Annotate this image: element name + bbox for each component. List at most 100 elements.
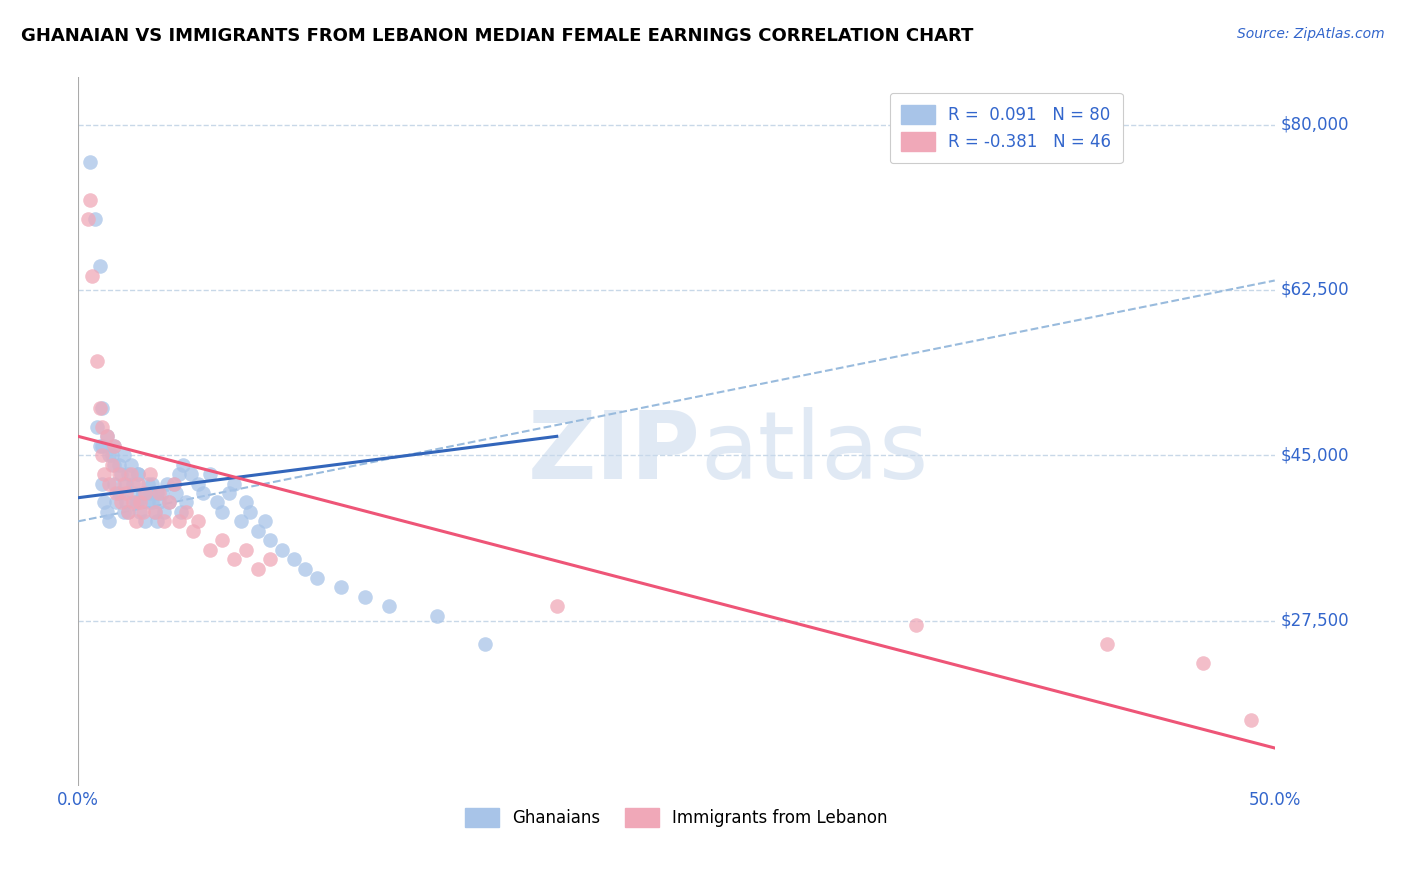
Point — [79, 193, 101, 207]
Point — [129, 505, 152, 519]
Point — [235, 495, 257, 509]
Point — [122, 495, 145, 509]
Point — [127, 467, 149, 482]
Point — [117, 467, 139, 482]
Point — [129, 495, 152, 509]
Point — [136, 476, 159, 491]
Point — [110, 467, 132, 482]
Point — [107, 486, 129, 500]
Point — [1192, 656, 1215, 670]
Point — [91, 448, 114, 462]
Point — [239, 505, 262, 519]
Point — [124, 514, 146, 528]
Point — [174, 495, 197, 509]
Point — [107, 467, 129, 482]
Point — [205, 495, 228, 509]
Point — [165, 486, 187, 500]
Point — [117, 505, 139, 519]
Point — [103, 458, 125, 472]
Point — [89, 401, 111, 415]
Point — [157, 495, 180, 509]
Point — [354, 590, 377, 604]
Text: atlas: atlas — [700, 407, 928, 499]
Point — [93, 495, 115, 509]
Point — [187, 514, 209, 528]
Point — [98, 448, 121, 462]
Point — [1240, 713, 1263, 727]
Point — [86, 353, 108, 368]
Point — [136, 495, 159, 509]
Point — [96, 505, 118, 519]
Point — [105, 495, 128, 509]
Point — [143, 505, 166, 519]
Point — [181, 524, 204, 538]
Point — [259, 552, 281, 566]
Point — [110, 495, 132, 509]
Point — [167, 514, 190, 528]
Point — [139, 486, 162, 500]
Point — [132, 505, 155, 519]
Point — [98, 514, 121, 528]
Text: $80,000: $80,000 — [1281, 116, 1350, 134]
Point — [100, 458, 122, 472]
Point — [112, 505, 135, 519]
Point — [330, 581, 353, 595]
Text: ZIP: ZIP — [527, 407, 700, 499]
Point — [91, 476, 114, 491]
Point — [103, 439, 125, 453]
Point — [93, 467, 115, 482]
Point — [546, 599, 568, 614]
Point — [115, 486, 138, 500]
Point — [172, 458, 194, 472]
Point — [146, 486, 169, 500]
Point — [148, 486, 170, 500]
Point — [426, 608, 449, 623]
Point — [174, 505, 197, 519]
Point — [283, 552, 305, 566]
Point — [1095, 637, 1118, 651]
Point — [141, 476, 163, 491]
Point — [122, 476, 145, 491]
Point — [191, 486, 214, 500]
Point — [157, 495, 180, 509]
Text: Source: ZipAtlas.com: Source: ZipAtlas.com — [1237, 27, 1385, 41]
Point — [153, 514, 176, 528]
Point — [132, 486, 155, 500]
Text: $62,500: $62,500 — [1281, 281, 1350, 299]
Point — [222, 552, 245, 566]
Point — [229, 514, 252, 528]
Point — [218, 486, 240, 500]
Point — [235, 542, 257, 557]
Legend: Ghanaians, Immigrants from Lebanon: Ghanaians, Immigrants from Lebanon — [458, 802, 894, 834]
Point — [103, 439, 125, 453]
Point — [124, 495, 146, 509]
Point — [127, 495, 149, 509]
Point — [112, 448, 135, 462]
Point — [76, 212, 98, 227]
Point — [91, 420, 114, 434]
Point — [139, 467, 162, 482]
Point — [134, 514, 156, 528]
Point — [148, 495, 170, 509]
Point — [98, 476, 121, 491]
Point — [156, 476, 179, 491]
Point — [294, 561, 316, 575]
Point — [117, 505, 139, 519]
Point — [79, 155, 101, 169]
Point — [115, 495, 138, 509]
Text: $27,500: $27,500 — [1281, 612, 1350, 630]
Point — [474, 637, 496, 651]
Point — [134, 486, 156, 500]
Point — [378, 599, 401, 614]
Point — [103, 476, 125, 491]
Point — [222, 476, 245, 491]
Point — [91, 439, 114, 453]
Point — [105, 486, 128, 500]
Point — [259, 533, 281, 548]
Point — [91, 401, 114, 415]
Point — [120, 458, 142, 472]
Point — [163, 476, 186, 491]
Point — [253, 514, 276, 528]
Point — [198, 467, 221, 482]
Point — [163, 476, 186, 491]
